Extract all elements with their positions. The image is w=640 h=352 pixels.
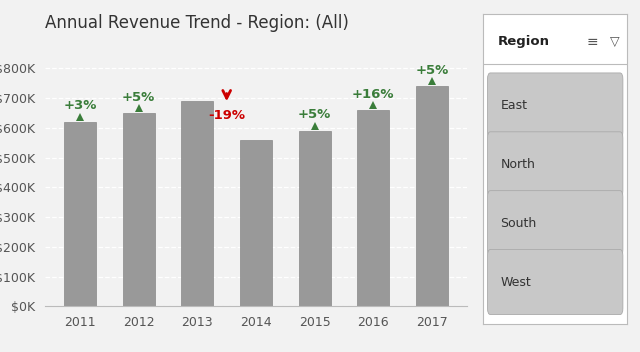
Bar [298, 131, 331, 306]
Text: Annual Revenue Trend - Region: (All): Annual Revenue Trend - Region: (All) [45, 14, 349, 32]
Text: +5%: +5% [298, 108, 332, 121]
Bar [357, 110, 389, 306]
Bar [64, 122, 96, 306]
FancyBboxPatch shape [488, 132, 623, 197]
Text: ≡: ≡ [587, 35, 598, 49]
FancyBboxPatch shape [488, 191, 623, 256]
Text: +3%: +3% [63, 99, 97, 112]
Text: +16%: +16% [352, 88, 394, 101]
Text: -19%: -19% [208, 109, 245, 122]
FancyBboxPatch shape [488, 250, 623, 315]
Text: +5%: +5% [122, 90, 156, 103]
Text: Region: Region [498, 36, 550, 49]
Bar [240, 140, 272, 306]
Bar [181, 101, 214, 306]
Text: South: South [500, 217, 537, 230]
FancyBboxPatch shape [488, 73, 623, 138]
Bar [123, 113, 155, 306]
Text: +5%: +5% [415, 64, 449, 77]
Text: West: West [500, 276, 531, 289]
Text: North: North [500, 158, 535, 171]
Bar [416, 86, 448, 306]
Text: East: East [500, 99, 527, 112]
Text: ▽: ▽ [610, 36, 620, 49]
